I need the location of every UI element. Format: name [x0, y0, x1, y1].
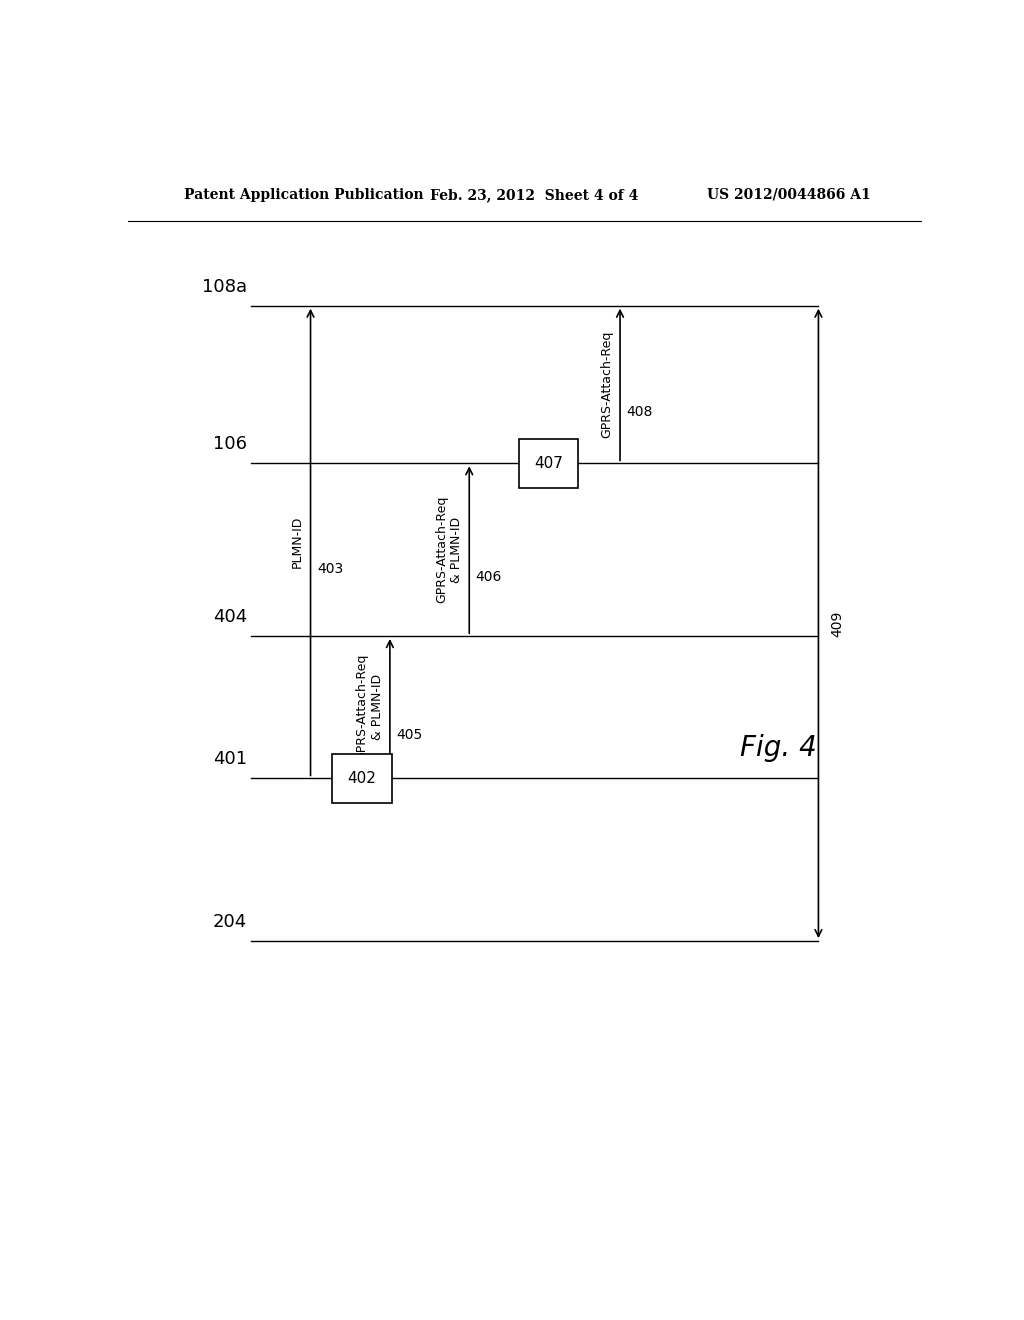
- Text: 401: 401: [213, 750, 247, 768]
- Text: 406: 406: [475, 570, 502, 583]
- Text: PLMN-ID: PLMN-ID: [291, 516, 304, 569]
- Text: 409: 409: [830, 610, 845, 636]
- Bar: [333, 754, 392, 803]
- Text: 106: 106: [213, 436, 247, 453]
- Text: US 2012/0044866 A1: US 2012/0044866 A1: [708, 187, 871, 202]
- Text: 407: 407: [535, 455, 563, 471]
- Text: 108a: 108a: [202, 277, 247, 296]
- Text: 404: 404: [213, 609, 247, 626]
- Text: 403: 403: [316, 562, 343, 577]
- Bar: [519, 440, 579, 487]
- Text: GPRS-Attach-Req
& PLMN-ID: GPRS-Attach-Req & PLMN-ID: [355, 653, 384, 760]
- Text: Patent Application Publication: Patent Application Publication: [183, 187, 423, 202]
- Text: GPRS-Attach-Req: GPRS-Attach-Req: [601, 331, 613, 438]
- Text: GPRS-Attach-Req
& PLMN-ID: GPRS-Attach-Req & PLMN-ID: [435, 496, 463, 603]
- Text: 204: 204: [213, 913, 247, 931]
- Text: Fig. 4: Fig. 4: [740, 734, 817, 762]
- Text: 408: 408: [627, 405, 652, 418]
- Text: Feb. 23, 2012  Sheet 4 of 4: Feb. 23, 2012 Sheet 4 of 4: [430, 187, 638, 202]
- Text: 402: 402: [348, 771, 377, 785]
- Text: 405: 405: [396, 727, 423, 742]
